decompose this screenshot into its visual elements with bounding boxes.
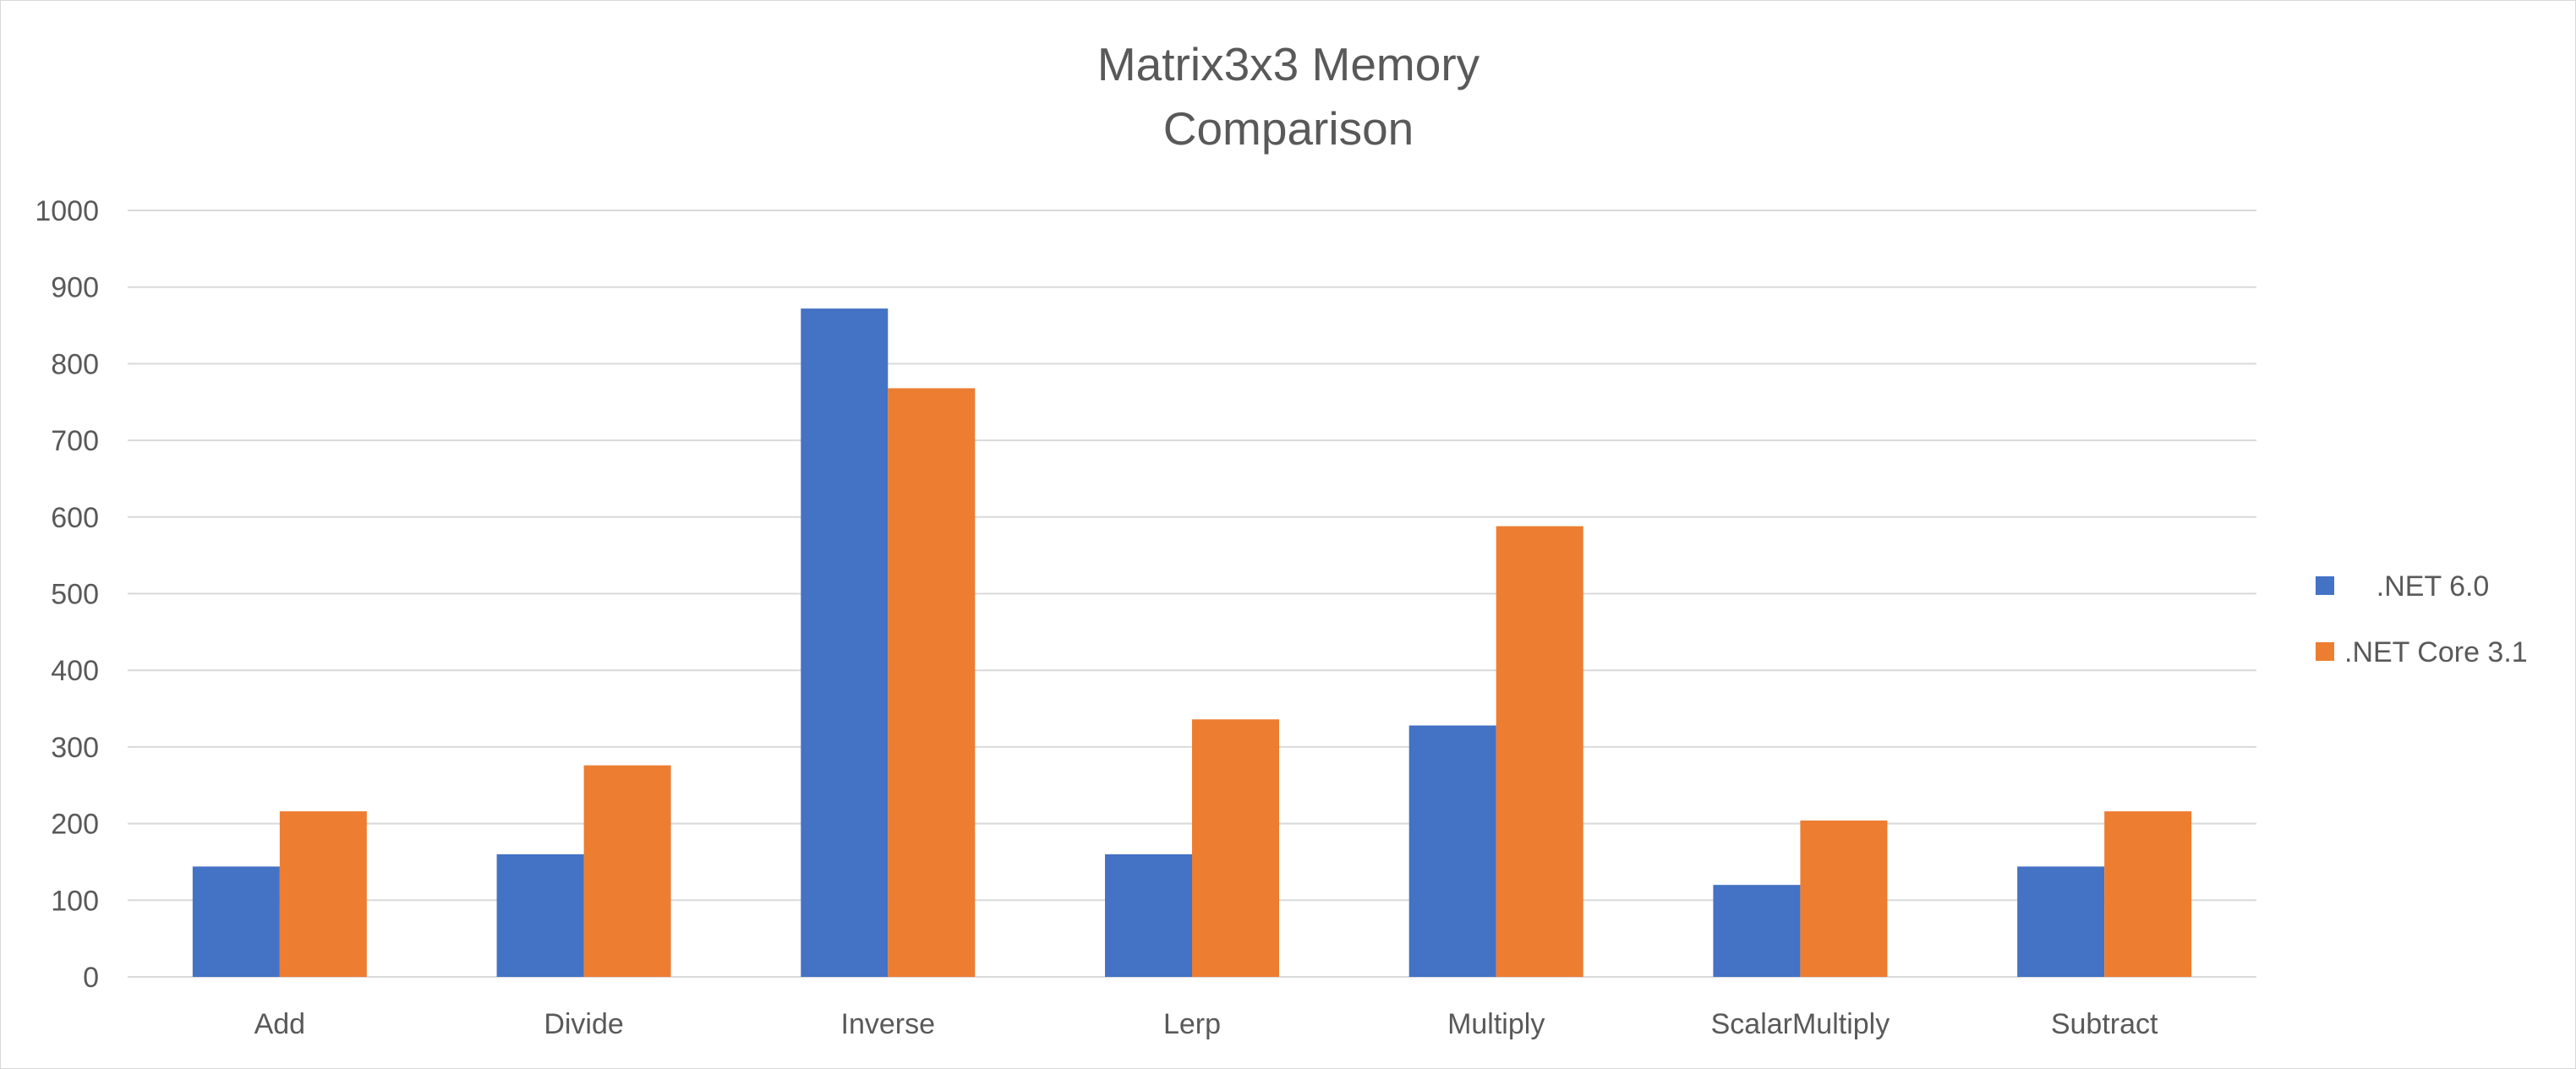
y-tick-label: 300 <box>51 732 99 764</box>
x-category-label: Subtract <box>2051 1008 2158 1040</box>
y-tick-label: 800 <box>51 348 99 380</box>
x-category-label: Divide <box>544 1008 623 1040</box>
bar-subtract-series-2 <box>2104 811 2192 977</box>
chart-title-line-2: Comparison <box>1163 102 1414 155</box>
y-tick-label: 400 <box>51 655 99 687</box>
x-category-label: Add <box>254 1008 306 1040</box>
bar-lerp-series-1 <box>1105 854 1192 977</box>
bar-multiply-series-1 <box>1408 725 1496 977</box>
bar-divide-series-2 <box>583 765 671 977</box>
x-category-label: Lerp <box>1163 1008 1221 1040</box>
legend: .NET 6.0 .NET Core 3.1 <box>2316 570 2528 668</box>
legend-swatch-series-2 <box>2316 642 2334 661</box>
x-category-label: Multiply <box>1447 1008 1545 1040</box>
y-tick-label: 500 <box>51 579 99 611</box>
x-category-label: Inverse <box>841 1008 936 1040</box>
bar-scalarmultiply-series-2 <box>1800 820 1888 977</box>
y-axis-ticks: 0 100 200 300 400 500 600 700 800 900 1000 <box>35 195 99 994</box>
x-axis-categories: Add Divide Inverse Lerp Multiply ScalarMultip… <box>254 1008 2158 1040</box>
y-tick-label: 700 <box>51 425 99 457</box>
y-tick-label: 600 <box>51 502 99 534</box>
legend-label-series-1: .NET 6.0 <box>2344 570 2489 603</box>
bar-scalarmultiply-series-1 <box>1713 885 1801 977</box>
bars <box>192 308 2192 977</box>
y-tick-label: 1000 <box>35 195 99 227</box>
x-category-label: ScalarMultiply <box>1711 1008 1890 1040</box>
y-tick-label: 900 <box>51 272 99 304</box>
chart-title: Matrix3x3 Memory Comparison <box>1097 38 1480 155</box>
chart-title-line-1: Matrix3x3 Memory <box>1097 38 1480 90</box>
bar-divide-series-1 <box>496 854 584 977</box>
y-tick-label: 0 <box>83 962 99 994</box>
bar-add-series-2 <box>279 811 367 977</box>
bar-inverse-series-1 <box>801 308 889 977</box>
y-tick-label: 100 <box>51 885 99 917</box>
bar-subtract-series-1 <box>2017 866 2105 977</box>
bar-add-series-1 <box>192 866 280 977</box>
y-tick-label: 200 <box>51 809 99 841</box>
legend-swatch-series-1 <box>2316 576 2334 595</box>
bar-multiply-series-2 <box>1496 526 1583 977</box>
bar-inverse-series-2 <box>888 388 976 977</box>
bar-lerp-series-2 <box>1192 719 1279 977</box>
gridlines <box>128 210 2256 978</box>
legend-label-series-2: .NET Core 3.1 <box>2344 636 2528 668</box>
